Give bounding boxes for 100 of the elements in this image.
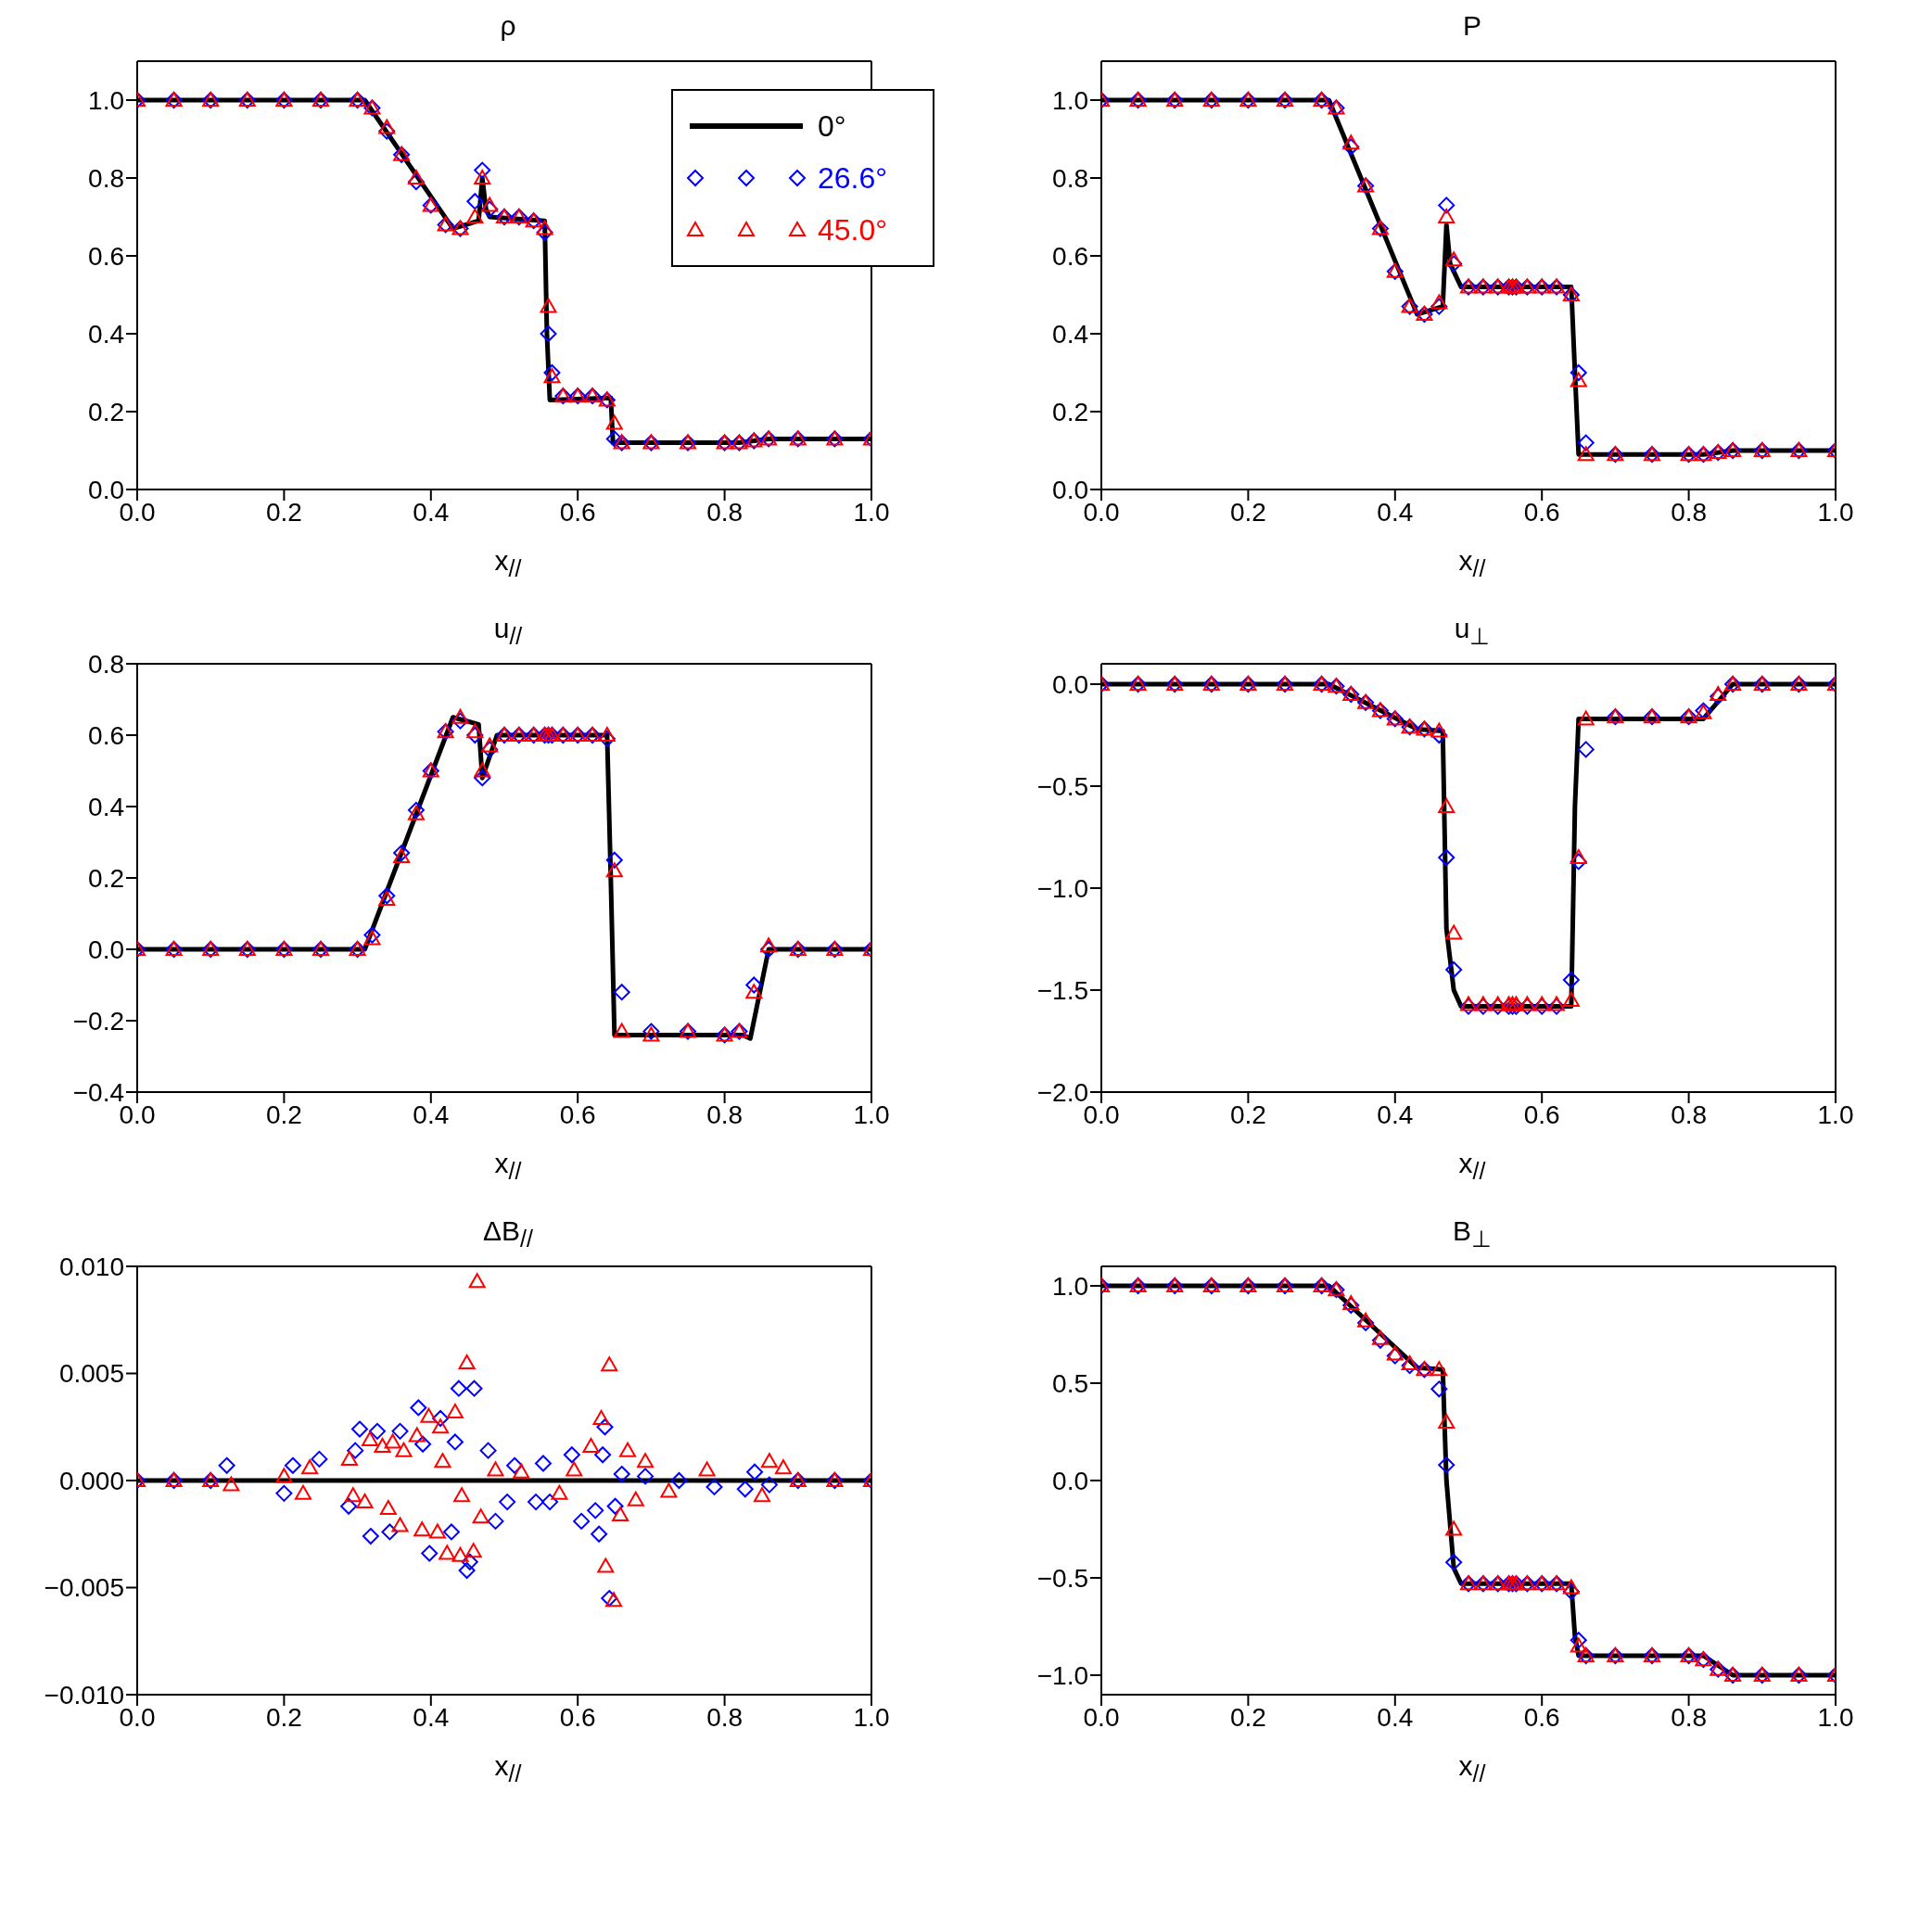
point xyxy=(434,1453,451,1468)
point xyxy=(340,1450,358,1466)
point xyxy=(407,170,425,184)
point xyxy=(637,1453,655,1468)
point xyxy=(1342,138,1360,156)
x-tick-label: 0.8 xyxy=(706,1099,744,1129)
chart-title: u$_{⊥}$ xyxy=(1453,612,1492,649)
point xyxy=(1577,446,1595,462)
point xyxy=(1577,434,1595,451)
x-axis-title: x$_{//}$ xyxy=(1457,1148,1487,1186)
point xyxy=(1474,996,1492,1011)
point xyxy=(1430,1361,1448,1377)
point xyxy=(705,1478,723,1495)
y-tick-label: 1.0 xyxy=(1052,1271,1088,1301)
x-tick-label: 0.2 xyxy=(265,1099,302,1129)
point xyxy=(1710,686,1727,701)
point xyxy=(613,1023,630,1038)
x-tick-label: 0.6 xyxy=(1523,1702,1560,1732)
point xyxy=(506,1456,524,1474)
legend-label: 0° xyxy=(818,108,847,144)
point xyxy=(451,712,469,730)
point xyxy=(1445,1554,1463,1571)
x-axis-title: x$_{//}$ xyxy=(493,1148,523,1186)
point xyxy=(407,805,425,820)
y-tick-label: 0.8 xyxy=(88,649,124,679)
point xyxy=(1548,996,1566,1011)
chart-title: P xyxy=(1462,9,1482,43)
legend-label: 45.0° xyxy=(818,212,889,248)
x-tick-label: 0.4 xyxy=(1377,497,1414,527)
y-tick-label: 0.2 xyxy=(1052,397,1088,426)
point xyxy=(450,1379,467,1397)
point xyxy=(1562,1582,1580,1600)
point xyxy=(746,1463,764,1481)
x-tick-label: 0.8 xyxy=(706,1702,744,1732)
point xyxy=(1430,294,1448,310)
point xyxy=(619,1442,637,1457)
point xyxy=(536,223,553,241)
y-tick-label: −2.0 xyxy=(1036,1077,1088,1107)
point xyxy=(1570,853,1587,871)
point xyxy=(591,1525,608,1543)
legend-label: 26.6° xyxy=(818,160,889,196)
x-tick-label: 1.0 xyxy=(853,1099,890,1129)
point xyxy=(481,741,499,758)
point xyxy=(1562,992,1580,1007)
point xyxy=(466,209,484,223)
point xyxy=(472,1508,489,1524)
y-tick-label: −1.0 xyxy=(1036,1660,1088,1690)
point xyxy=(1533,996,1551,1011)
chart-title: ΔB$_{//}$ xyxy=(482,1214,534,1252)
point xyxy=(218,1456,235,1474)
point xyxy=(606,1497,624,1515)
point xyxy=(601,1356,618,1372)
point xyxy=(474,762,491,778)
point xyxy=(420,1407,438,1423)
point xyxy=(566,1461,583,1477)
point xyxy=(421,1544,439,1562)
y-tick-label: 0.4 xyxy=(88,319,124,349)
x-tick-label: 0.8 xyxy=(1671,1702,1708,1732)
point xyxy=(1357,1314,1375,1331)
point xyxy=(587,1502,604,1519)
point xyxy=(378,119,396,134)
point xyxy=(540,325,557,342)
x-axis-title: x$_{//}$ xyxy=(1457,1750,1487,1788)
point xyxy=(301,1459,319,1475)
point xyxy=(466,727,484,744)
point xyxy=(1445,924,1463,940)
y-tick-label: 0.6 xyxy=(88,720,124,750)
point xyxy=(1445,255,1463,273)
point xyxy=(642,1026,660,1042)
point xyxy=(1562,972,1580,988)
point xyxy=(284,1456,301,1474)
y-tick-label: 0.8 xyxy=(88,163,124,193)
point xyxy=(1507,996,1525,1011)
point xyxy=(760,1453,778,1468)
point xyxy=(442,1523,460,1541)
point xyxy=(413,1521,431,1537)
x-tick-label: 0.8 xyxy=(1671,497,1708,527)
y-tick-label: 0.0 xyxy=(1052,1466,1088,1495)
point xyxy=(613,1466,630,1483)
y-tick-label: 0.4 xyxy=(88,792,124,821)
y-tick-label: 1.0 xyxy=(88,85,124,115)
point xyxy=(363,930,381,946)
point xyxy=(362,1431,379,1447)
y-tick-label: 0.000 xyxy=(58,1466,124,1495)
point xyxy=(344,1487,362,1503)
point xyxy=(1371,1329,1389,1345)
point xyxy=(379,1500,397,1516)
x-tick-label: 0.6 xyxy=(559,1702,596,1732)
x-tick-label: 0.2 xyxy=(1229,1702,1266,1732)
point xyxy=(395,1442,413,1457)
point xyxy=(487,1461,504,1477)
point xyxy=(347,1442,364,1459)
x-tick-label: 0.6 xyxy=(1523,497,1560,527)
point xyxy=(1460,996,1477,1011)
chart-title: u$_{//}$ xyxy=(492,612,524,649)
point xyxy=(592,1410,610,1426)
point xyxy=(736,1481,754,1498)
point xyxy=(543,368,561,384)
y-tick-label: −0.4 xyxy=(72,1077,124,1107)
point xyxy=(451,708,469,724)
